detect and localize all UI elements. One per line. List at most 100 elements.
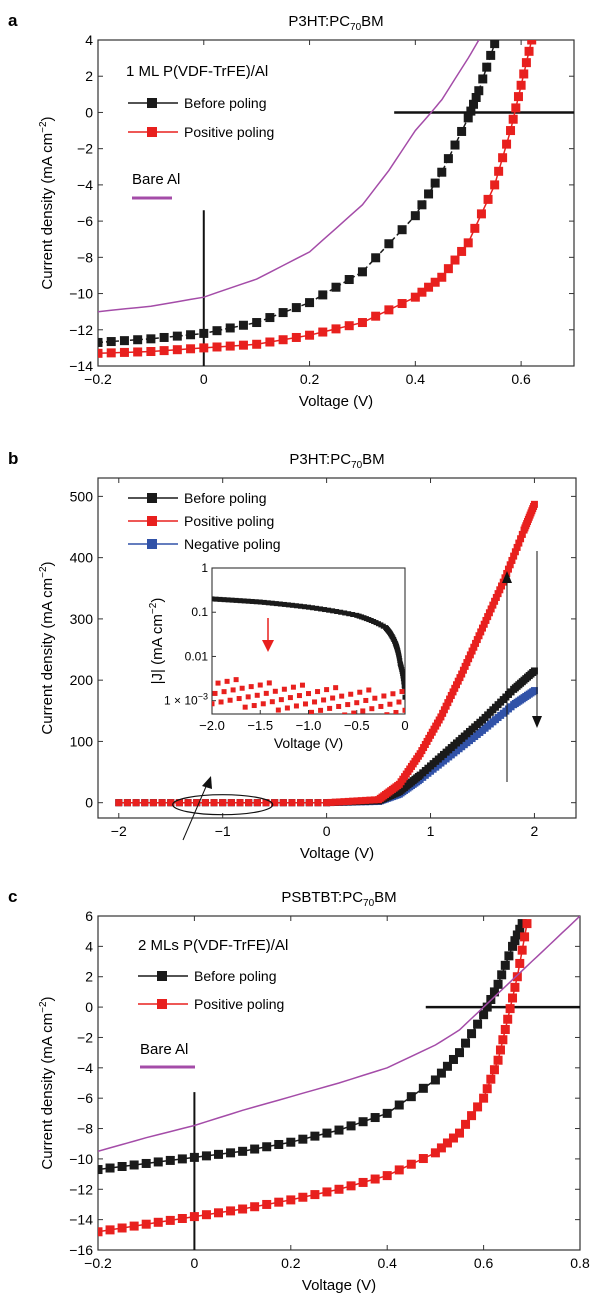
- x-tick-label: 2: [531, 823, 539, 839]
- inset-data-point: [257, 599, 263, 605]
- data-point: [477, 628, 485, 636]
- data-point: [353, 797, 361, 805]
- inset-data-point: [285, 602, 291, 608]
- data-point: [238, 1146, 248, 1156]
- data-point: [489, 601, 497, 609]
- data-point: [226, 1206, 236, 1216]
- data-point: [334, 1125, 344, 1135]
- data-point: [189, 1212, 199, 1222]
- inset-data-point: [261, 599, 267, 605]
- data-point: [439, 709, 447, 717]
- y-axis-label-close: ): [149, 598, 166, 603]
- inset-data-point: [402, 707, 405, 713]
- legend-label: Before poling: [184, 95, 267, 111]
- data-point: [271, 799, 279, 807]
- x-tick-label: −2: [111, 823, 127, 839]
- inset-data-point: [272, 688, 278, 694]
- data-point: [418, 1083, 428, 1093]
- data-point: [322, 1187, 332, 1197]
- inset-data-point: [278, 697, 284, 703]
- y-tick-label: 300: [70, 611, 94, 627]
- series-positive-poling: [115, 500, 538, 807]
- x-tick-label: 0: [200, 371, 208, 387]
- inset-data-point: [221, 597, 227, 603]
- y-tick-label: 4: [85, 32, 93, 48]
- data-point: [279, 799, 287, 807]
- x-axis-label: Voltage (V): [300, 845, 374, 862]
- data-point: [436, 1143, 446, 1153]
- data-point: [500, 960, 510, 970]
- data-point: [444, 699, 452, 707]
- data-point: [177, 1213, 187, 1223]
- data-point: [505, 1004, 515, 1014]
- x-tick-label: 0.6: [474, 1255, 494, 1271]
- inset-data-point: [397, 658, 403, 664]
- data-point: [245, 799, 253, 807]
- data-point: [323, 799, 331, 807]
- data-point: [331, 798, 339, 806]
- data-point: [494, 590, 502, 598]
- y-tick-label: 200: [70, 672, 94, 688]
- inset-data-point: [301, 604, 307, 610]
- data-point: [382, 1108, 392, 1118]
- data-point: [467, 1111, 477, 1121]
- data-point: [219, 799, 227, 807]
- inset-data-point: [400, 673, 405, 679]
- inset-data-point: [225, 597, 231, 603]
- data-point: [184, 799, 192, 807]
- plot-frame: [97, 477, 577, 819]
- inset-data-point: [400, 676, 405, 682]
- y-tick-label: 2: [85, 68, 93, 84]
- data-point: [357, 267, 367, 277]
- inset-data-point: [330, 608, 336, 614]
- inset-data-point: [324, 687, 330, 693]
- data-point: [486, 50, 496, 60]
- data-point: [520, 932, 530, 942]
- data-point: [159, 332, 169, 342]
- y-tick-label: −12: [69, 322, 93, 338]
- inset-data-point: [212, 701, 215, 707]
- inset-data-point: [338, 609, 344, 615]
- chart-title: P3HT:PC70BM: [289, 451, 384, 471]
- inset-data-point: [248, 684, 254, 690]
- inset-y-tick-label: 1: [201, 561, 208, 575]
- data-point: [346, 1121, 356, 1131]
- data-point: [511, 103, 521, 113]
- inset-data-point: [322, 607, 328, 613]
- data-point: [478, 624, 486, 632]
- data-point: [362, 796, 370, 804]
- data-point: [450, 140, 460, 150]
- inset-y-tick-label: 1 × 10−3: [164, 692, 208, 708]
- data-point: [470, 643, 478, 651]
- series-bare-al: [98, 40, 480, 313]
- data-point: [437, 713, 445, 721]
- inset-data-point: [327, 705, 333, 711]
- data-point: [250, 1202, 260, 1212]
- inset-data-point: [354, 700, 360, 706]
- y-axis-label-text: Current density (mA cm: [39, 133, 56, 290]
- legend-marker: [157, 999, 167, 1009]
- data-point: [443, 154, 453, 164]
- data-point: [238, 1204, 248, 1214]
- inset-data-point: [290, 684, 296, 690]
- data-point: [214, 1208, 223, 1218]
- inset-data-point: [236, 696, 242, 702]
- data-point: [129, 1221, 139, 1231]
- data-point: [448, 1133, 458, 1143]
- y-axis-label-text: Current density (mA cm: [39, 578, 56, 735]
- data-point: [212, 326, 222, 336]
- chart-title-part: BM: [374, 889, 397, 906]
- data-point: [512, 930, 522, 940]
- inset-data-point: [218, 699, 224, 705]
- data-point: [225, 341, 235, 351]
- legend-marker: [147, 98, 157, 108]
- inset-data-point: [275, 707, 281, 713]
- data-point: [443, 264, 453, 274]
- legend-marker: [147, 516, 157, 526]
- data-point: [495, 1045, 505, 1055]
- callout-arrow-shaft: [182, 781, 209, 841]
- data-point: [397, 299, 407, 309]
- data-point: [158, 799, 166, 807]
- data-point: [186, 344, 196, 354]
